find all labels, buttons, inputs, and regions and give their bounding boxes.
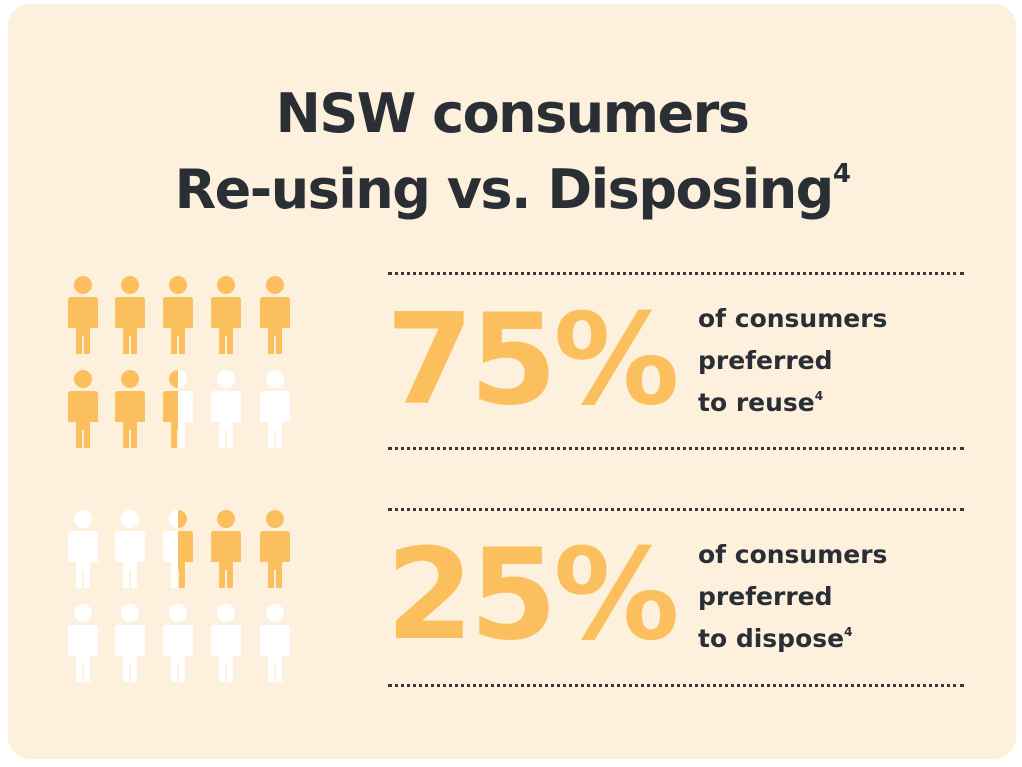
person-icon bbox=[68, 604, 98, 682]
person-icon bbox=[260, 276, 290, 354]
person-icon bbox=[68, 276, 98, 354]
person-icon bbox=[260, 510, 290, 588]
person-icon bbox=[115, 370, 145, 448]
title-line-2-text: Re-using vs. Disposing bbox=[174, 158, 835, 221]
stat-desc-line: preferred bbox=[698, 346, 833, 375]
person-icon bbox=[211, 510, 241, 588]
person-icon bbox=[163, 276, 193, 354]
stat-description-reuse: of consumers preferred to reuse4 bbox=[698, 298, 887, 424]
person-icon bbox=[115, 604, 145, 682]
stat-desc-line-text: to dispose bbox=[698, 624, 845, 653]
dotted-divider bbox=[388, 447, 964, 450]
person-icon-partial-fill bbox=[178, 510, 193, 588]
person-icon bbox=[68, 370, 98, 448]
dotted-divider bbox=[388, 684, 964, 687]
stat-desc-line: of consumers bbox=[698, 304, 888, 333]
stat-footnote: 4 bbox=[844, 625, 853, 639]
person-icon bbox=[68, 510, 98, 588]
stat-description-dispose: of consumers preferred to dispose4 bbox=[698, 534, 887, 660]
person-icon-partial-fill bbox=[163, 370, 178, 448]
dotted-divider bbox=[388, 272, 964, 275]
stat-footnote: 4 bbox=[814, 389, 824, 403]
stat-desc-line: preferred bbox=[698, 582, 833, 611]
stat-value-reuse: 75% bbox=[386, 286, 680, 433]
stat-desc-line: of consumers bbox=[698, 540, 888, 569]
person-icon bbox=[115, 510, 145, 588]
stat-desc-line-text: to reuse bbox=[698, 388, 815, 417]
person-icon bbox=[211, 276, 241, 354]
person-icon bbox=[163, 370, 193, 448]
stat-desc-line: to dispose4 bbox=[698, 618, 887, 660]
person-icon bbox=[163, 510, 193, 588]
person-icon bbox=[211, 370, 241, 448]
title-footnote: 4 bbox=[832, 159, 851, 189]
title-line-2: Re-using vs. Disposing4 bbox=[8, 152, 1016, 228]
person-icon bbox=[260, 370, 290, 448]
stat-desc-line: to reuse4 bbox=[698, 382, 887, 424]
infographic-card: NSW consumers Re-using vs. Disposing4 75… bbox=[8, 4, 1016, 759]
person-icon bbox=[260, 604, 290, 682]
person-icon bbox=[115, 276, 145, 354]
stat-value-dispose: 25% bbox=[386, 521, 680, 668]
person-icon bbox=[163, 604, 193, 682]
chart-title: NSW consumers Re-using vs. Disposing4 bbox=[8, 76, 1016, 228]
dotted-divider bbox=[388, 508, 964, 511]
title-line-1: NSW consumers bbox=[275, 82, 750, 145]
person-icon bbox=[211, 604, 241, 682]
pictograph-icons bbox=[68, 276, 290, 682]
